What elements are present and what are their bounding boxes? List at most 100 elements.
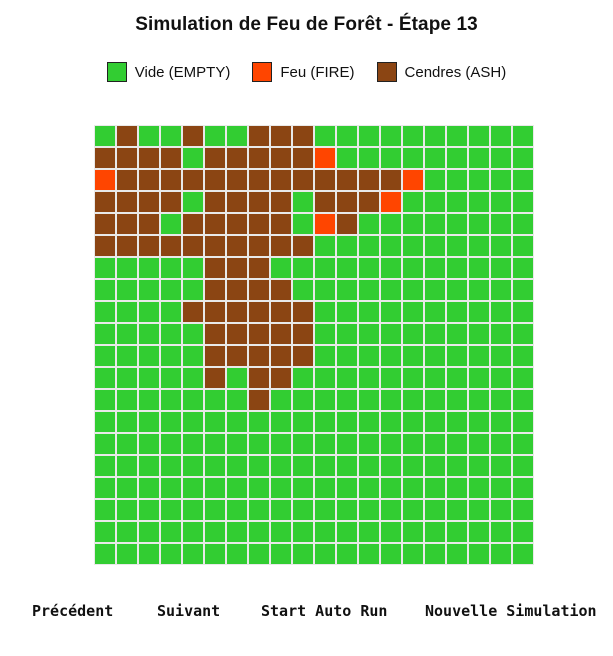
- cell-empty: [425, 258, 445, 278]
- cell-empty: [425, 478, 445, 498]
- cell-empty: [447, 390, 467, 410]
- cell-empty: [139, 368, 159, 388]
- cell-empty: [337, 126, 357, 146]
- cell-empty: [425, 236, 445, 256]
- cell-ash: [249, 148, 269, 168]
- legend-label-fire: Feu (FIRE): [280, 63, 355, 81]
- cell-empty: [381, 456, 401, 476]
- cell-ash: [139, 236, 159, 256]
- cell-empty: [381, 214, 401, 234]
- cell-empty: [293, 456, 313, 476]
- cell-empty: [117, 456, 137, 476]
- cell-ash: [227, 302, 247, 322]
- cell-ash: [271, 368, 291, 388]
- cell-ash: [249, 236, 269, 256]
- cell-empty: [403, 390, 423, 410]
- cell-ash: [227, 170, 247, 190]
- cell-empty: [161, 368, 181, 388]
- cell-ash: [183, 302, 203, 322]
- cell-empty: [117, 544, 137, 564]
- cell-empty: [491, 258, 511, 278]
- cell-empty: [513, 148, 533, 168]
- cell-empty: [469, 170, 489, 190]
- cell-empty: [95, 346, 115, 366]
- cell-ash: [161, 170, 181, 190]
- cell-ash: [205, 346, 225, 366]
- cell-empty: [249, 434, 269, 454]
- cell-ash: [95, 148, 115, 168]
- cell-empty: [205, 544, 225, 564]
- cell-ash: [205, 302, 225, 322]
- cell-empty: [513, 236, 533, 256]
- cell-empty: [447, 500, 467, 520]
- cell-empty: [491, 368, 511, 388]
- cell-empty: [425, 434, 445, 454]
- cell-ash: [205, 368, 225, 388]
- cell-empty: [403, 148, 423, 168]
- cell-empty: [359, 412, 379, 432]
- cell-empty: [513, 126, 533, 146]
- cell-fire: [381, 192, 401, 212]
- cell-ash: [293, 324, 313, 344]
- cell-empty: [425, 214, 445, 234]
- cell-ash: [227, 148, 247, 168]
- cell-empty: [161, 346, 181, 366]
- cell-empty: [403, 368, 423, 388]
- cell-empty: [227, 126, 247, 146]
- cell-empty: [139, 302, 159, 322]
- next-button[interactable]: Suivant: [157, 602, 221, 620]
- cell-empty: [447, 368, 467, 388]
- cell-empty: [315, 478, 335, 498]
- cell-empty: [513, 412, 533, 432]
- cell-empty: [359, 214, 379, 234]
- cell-fire: [315, 148, 335, 168]
- cell-empty: [447, 148, 467, 168]
- cell-ash: [293, 302, 313, 322]
- cell-ash: [205, 236, 225, 256]
- new-simulation-button[interactable]: Nouvelle Simulation: [425, 602, 597, 620]
- cell-empty: [359, 478, 379, 498]
- previous-button[interactable]: Précédent: [32, 602, 114, 620]
- cell-ash: [271, 170, 291, 190]
- cell-ash: [227, 214, 247, 234]
- cell-empty: [447, 258, 467, 278]
- cell-empty: [513, 280, 533, 300]
- cell-empty: [337, 324, 357, 344]
- cell-empty: [425, 148, 445, 168]
- cell-empty: [271, 434, 291, 454]
- auto-run-button[interactable]: Start Auto Run: [261, 602, 388, 620]
- cell-empty: [117, 434, 137, 454]
- cell-empty: [315, 434, 335, 454]
- cell-empty: [271, 258, 291, 278]
- cell-empty: [491, 324, 511, 344]
- forest-grid: [94, 125, 534, 565]
- cell-empty: [249, 412, 269, 432]
- cell-ash: [183, 170, 203, 190]
- cell-empty: [337, 544, 357, 564]
- cell-ash: [249, 390, 269, 410]
- cell-ash: [249, 126, 269, 146]
- cell-empty: [183, 368, 203, 388]
- cell-empty: [381, 522, 401, 542]
- cell-ash: [249, 192, 269, 212]
- cell-empty: [95, 544, 115, 564]
- cell-ash: [205, 192, 225, 212]
- cell-empty: [513, 346, 533, 366]
- cell-empty: [381, 126, 401, 146]
- cell-empty: [513, 324, 533, 344]
- cell-empty: [117, 280, 137, 300]
- cell-empty: [139, 258, 159, 278]
- cell-fire: [95, 170, 115, 190]
- cell-ash: [95, 214, 115, 234]
- cell-empty: [227, 368, 247, 388]
- cell-empty: [95, 324, 115, 344]
- cell-empty: [293, 280, 313, 300]
- cell-ash: [271, 236, 291, 256]
- cell-empty: [161, 522, 181, 542]
- cell-empty: [491, 522, 511, 542]
- cell-ash: [117, 192, 137, 212]
- cell-empty: [425, 126, 445, 146]
- cell-empty: [205, 522, 225, 542]
- cell-empty: [271, 390, 291, 410]
- cell-empty: [425, 302, 445, 322]
